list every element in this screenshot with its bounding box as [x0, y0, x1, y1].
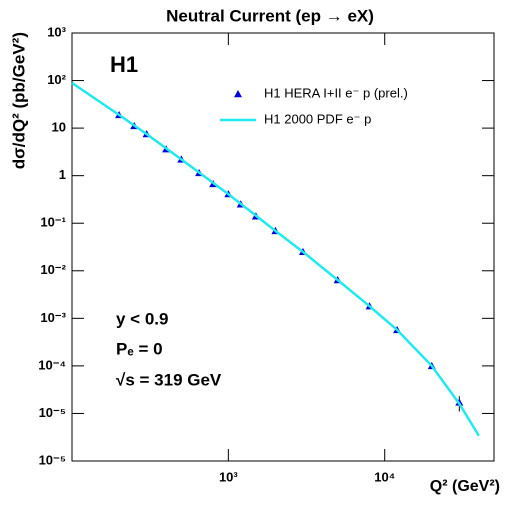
y-tick-label: 10⁻⁵: [39, 405, 66, 420]
legend-marker: [234, 90, 242, 98]
annotation: H1: [110, 52, 138, 77]
x-tick-label: 10⁴: [374, 469, 395, 484]
y-tick-label: 10²: [47, 72, 66, 87]
y-tick-label: 1: [59, 167, 66, 182]
y-tick-label: 10: [52, 120, 66, 135]
annotation: √s = 319 GeV: [116, 370, 222, 389]
model-curve: [71, 81, 480, 437]
legend-label: H1 HERA I+II e⁻ p (prel.): [264, 85, 408, 100]
y-tick-label: 10⁻³: [40, 310, 66, 325]
y-tick-label: 10⁻⁵: [39, 452, 66, 467]
y-tick-label: 10⁻⁴: [38, 357, 66, 372]
x-axis-label: Q² (GeV²): [430, 478, 500, 495]
annotation: Pₑ = 0: [116, 339, 163, 358]
x-tick-label: 10³: [219, 469, 238, 484]
plot-frame: [71, 32, 495, 462]
y-tick-label: 10⁻¹: [40, 215, 66, 230]
y-axis-label: dσ/dQ² (pb/GeV²): [9, 32, 28, 169]
chart-title: Neutral Current (ep → eX): [166, 6, 374, 25]
y-tick-label: 10⁻²: [40, 262, 66, 277]
annotation: y < 0.9: [116, 309, 168, 328]
legend-label: H1 2000 PDF e⁻ p: [264, 111, 371, 126]
y-tick-label: 10³: [47, 24, 66, 39]
